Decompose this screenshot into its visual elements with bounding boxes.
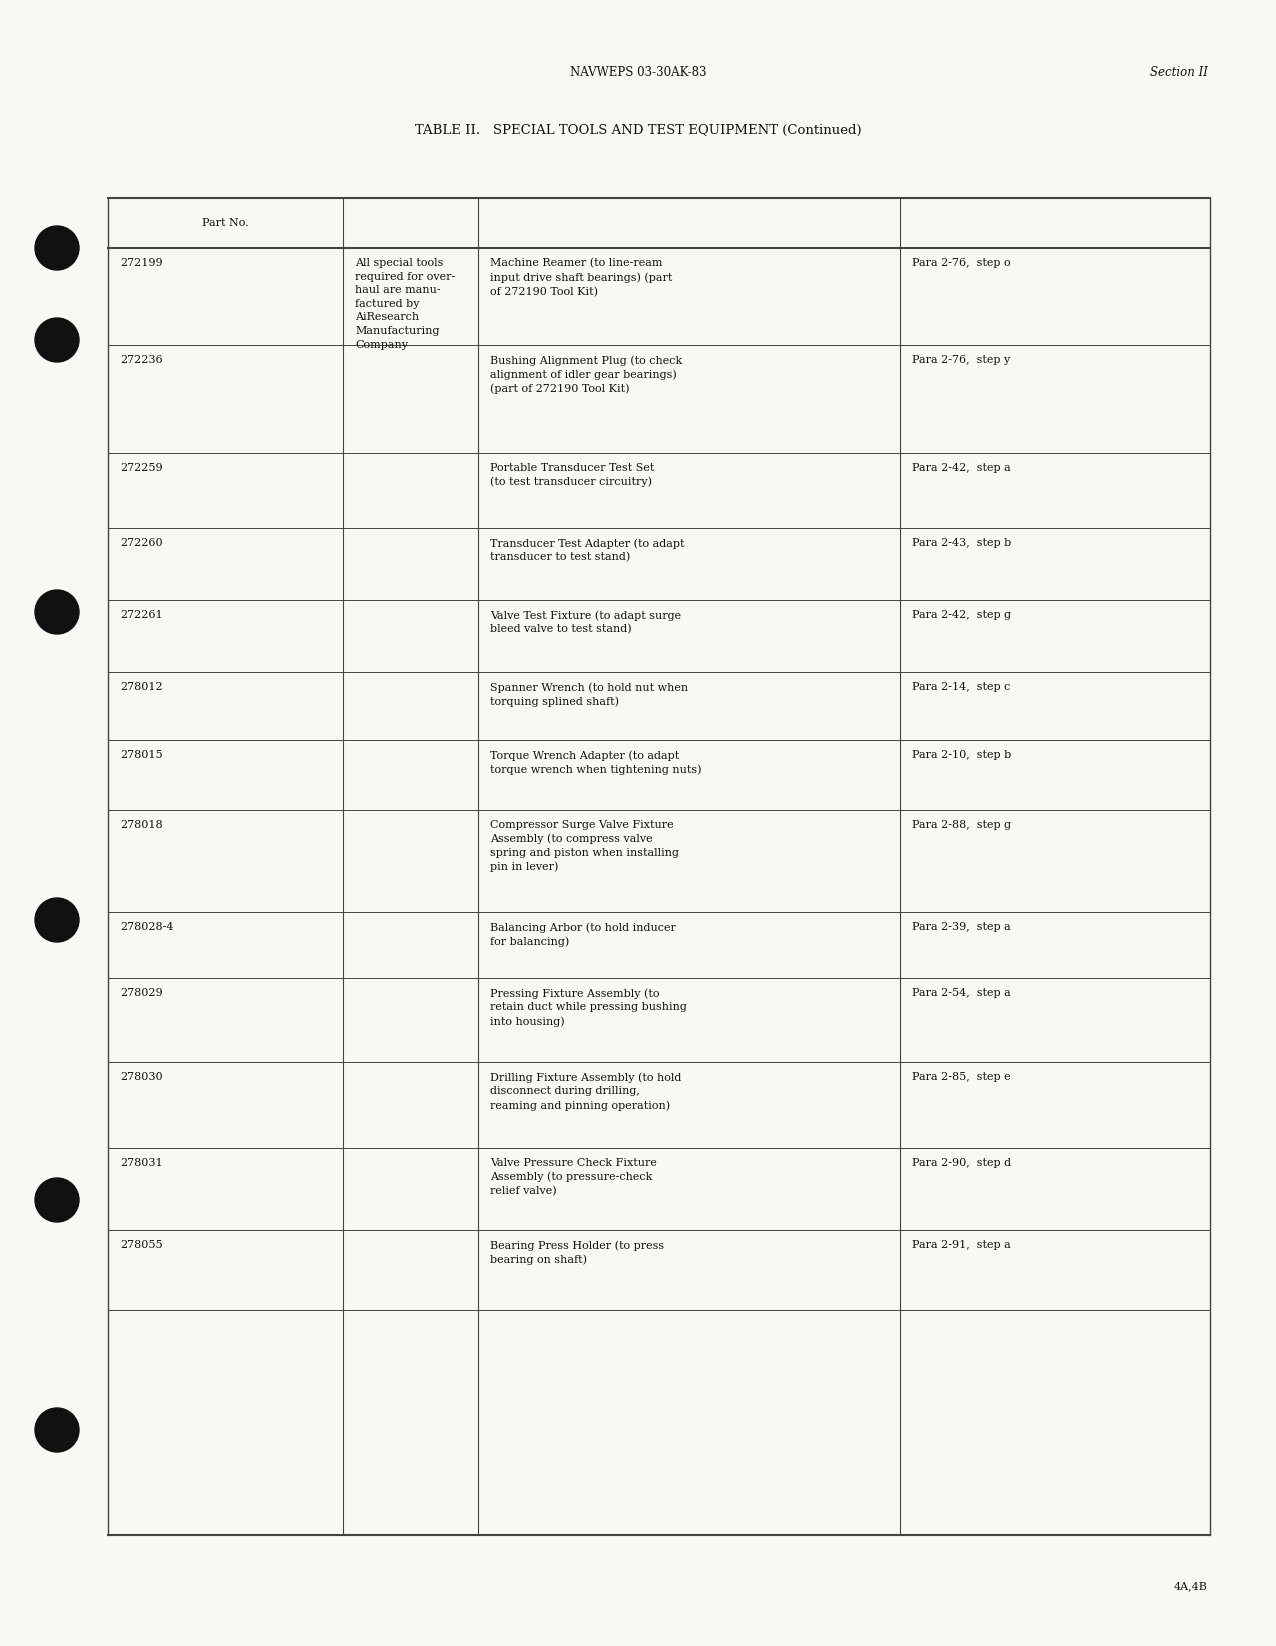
- Text: Para 2-88,  step g: Para 2-88, step g: [912, 820, 1011, 830]
- Text: 278055: 278055: [120, 1239, 162, 1249]
- Text: Para 2-10,  step b: Para 2-10, step b: [912, 751, 1012, 760]
- Text: Torque Wrench Adapter (to adapt
torque wrench when tightening nuts): Torque Wrench Adapter (to adapt torque w…: [490, 751, 702, 775]
- Text: Compressor Surge Valve Fixture
Assembly (to compress valve
spring and piston whe: Compressor Surge Valve Fixture Assembly …: [490, 820, 679, 872]
- Text: Valve Test Fixture (to adapt surge
bleed valve to test stand): Valve Test Fixture (to adapt surge bleed…: [490, 611, 681, 635]
- Text: Part No.: Part No.: [202, 217, 249, 229]
- Circle shape: [34, 899, 79, 942]
- Text: Valve Pressure Check Fixture
Assembly (to pressure-check
relief valve): Valve Pressure Check Fixture Assembly (t…: [490, 1159, 657, 1197]
- Text: Para 2-90,  step d: Para 2-90, step d: [912, 1159, 1011, 1169]
- Circle shape: [34, 589, 79, 634]
- Text: 272260: 272260: [120, 538, 162, 548]
- Circle shape: [34, 318, 79, 362]
- Text: Para 2-39,  step a: Para 2-39, step a: [912, 922, 1011, 932]
- Text: NAVWEPS 03-30AK-83: NAVWEPS 03-30AK-83: [570, 66, 706, 79]
- Text: Drilling Fixture Assembly (to hold
disconnect during drilling,
reaming and pinni: Drilling Fixture Assembly (to hold disco…: [490, 1072, 681, 1111]
- Text: 272199: 272199: [120, 258, 162, 268]
- Text: Section II: Section II: [1150, 66, 1208, 79]
- Text: TABLE II.   SPECIAL TOOLS AND TEST EQUIPMENT (Continued): TABLE II. SPECIAL TOOLS AND TEST EQUIPME…: [415, 123, 861, 137]
- Text: Para 2-85,  step e: Para 2-85, step e: [912, 1072, 1011, 1081]
- Text: Para 2-54,  step a: Para 2-54, step a: [912, 988, 1011, 997]
- Text: Para 2-14,  step c: Para 2-14, step c: [912, 681, 1011, 691]
- Text: 4A,4B: 4A,4B: [1174, 1582, 1208, 1592]
- Text: 278015: 278015: [120, 751, 162, 760]
- Text: Pressing Fixture Assembly (to
retain duct while pressing bushing
into housing): Pressing Fixture Assembly (to retain duc…: [490, 988, 686, 1027]
- Text: Balancing Arbor (to hold inducer
for balancing): Balancing Arbor (to hold inducer for bal…: [490, 922, 676, 946]
- Text: 272261: 272261: [120, 611, 162, 621]
- Text: 278030: 278030: [120, 1072, 162, 1081]
- Circle shape: [34, 1179, 79, 1221]
- Text: Bushing Alignment Plug (to check
alignment of idler gear bearings)
(part of 2721: Bushing Alignment Plug (to check alignme…: [490, 356, 683, 395]
- Text: 278018: 278018: [120, 820, 162, 830]
- Text: Para 2-42,  step a: Para 2-42, step a: [912, 463, 1011, 472]
- Text: Para 2-42,  step g: Para 2-42, step g: [912, 611, 1011, 621]
- Text: Transducer Test Adapter (to adapt
transducer to test stand): Transducer Test Adapter (to adapt transd…: [490, 538, 684, 563]
- Text: 278029: 278029: [120, 988, 162, 997]
- Text: Para 2-76,  step y: Para 2-76, step y: [912, 356, 1011, 365]
- Text: Para 2-91,  step a: Para 2-91, step a: [912, 1239, 1011, 1249]
- Text: Spanner Wrench (to hold nut when
torquing splined shaft): Spanner Wrench (to hold nut when torquin…: [490, 681, 688, 708]
- Text: 278028-4: 278028-4: [120, 922, 174, 932]
- Circle shape: [34, 226, 79, 270]
- Text: 278031: 278031: [120, 1159, 162, 1169]
- Text: 272236: 272236: [120, 356, 162, 365]
- Text: Portable Transducer Test Set
(to test transducer circuitry): Portable Transducer Test Set (to test tr…: [490, 463, 655, 487]
- Text: All special tools
required for over-
haul are manu-
factured by
AiResearch
Manuf: All special tools required for over- hau…: [355, 258, 456, 349]
- Text: Para 2-76,  step o: Para 2-76, step o: [912, 258, 1011, 268]
- Text: Para 2-43,  step b: Para 2-43, step b: [912, 538, 1012, 548]
- Circle shape: [34, 1407, 79, 1452]
- Text: Machine Reamer (to line-ream
input drive shaft bearings) (part
of 272190 Tool Ki: Machine Reamer (to line-ream input drive…: [490, 258, 672, 296]
- Text: 278012: 278012: [120, 681, 162, 691]
- Text: 272259: 272259: [120, 463, 162, 472]
- Text: Bearing Press Holder (to press
bearing on shaft): Bearing Press Holder (to press bearing o…: [490, 1239, 664, 1266]
